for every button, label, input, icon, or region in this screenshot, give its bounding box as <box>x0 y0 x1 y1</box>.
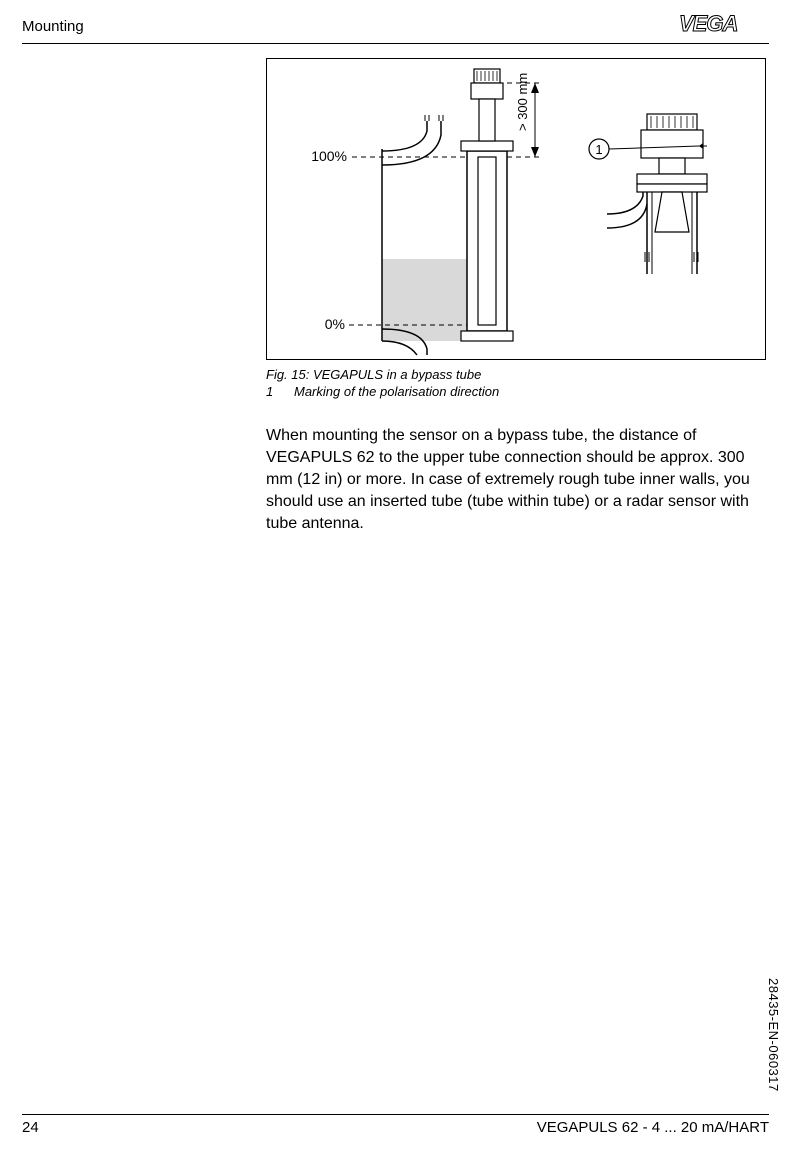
svg-text:> 300 mm: > 300 mm <box>515 73 530 131</box>
figure-caption-line1: Fig. 15: VEGAPULS in a bypass tube <box>266 366 766 384</box>
footer-title: VEGAPULS 62 - 4 ... 20 mA/HART <box>537 1119 769 1136</box>
page-number: 24 <box>22 1119 39 1136</box>
page-header: Mounting VEGA <box>22 12 769 44</box>
section-title: Mounting <box>22 18 84 35</box>
svg-text:1: 1 <box>595 142 602 157</box>
caption-text: Marking of the polarisation direction <box>294 384 499 399</box>
figure-caption-line2: 1Marking of the polarisation direction <box>266 384 766 399</box>
svg-text:0%: 0% <box>325 316 345 332</box>
svg-text:100%: 100% <box>311 148 347 164</box>
figure-15: 100% 0% > 300 mm <box>266 58 766 360</box>
doc-code: 28435-EN-060317 <box>766 978 781 1092</box>
body-paragraph: When mounting the sensor on a bypass tub… <box>266 425 766 535</box>
caption-num: 1 <box>266 384 294 399</box>
vega-logo: VEGA <box>679 12 769 41</box>
content-area: 100% 0% > 300 mm <box>266 58 766 535</box>
page-footer: 24 VEGAPULS 62 - 4 ... 20 mA/HART <box>22 1114 769 1136</box>
svg-text:VEGA: VEGA <box>679 12 737 36</box>
